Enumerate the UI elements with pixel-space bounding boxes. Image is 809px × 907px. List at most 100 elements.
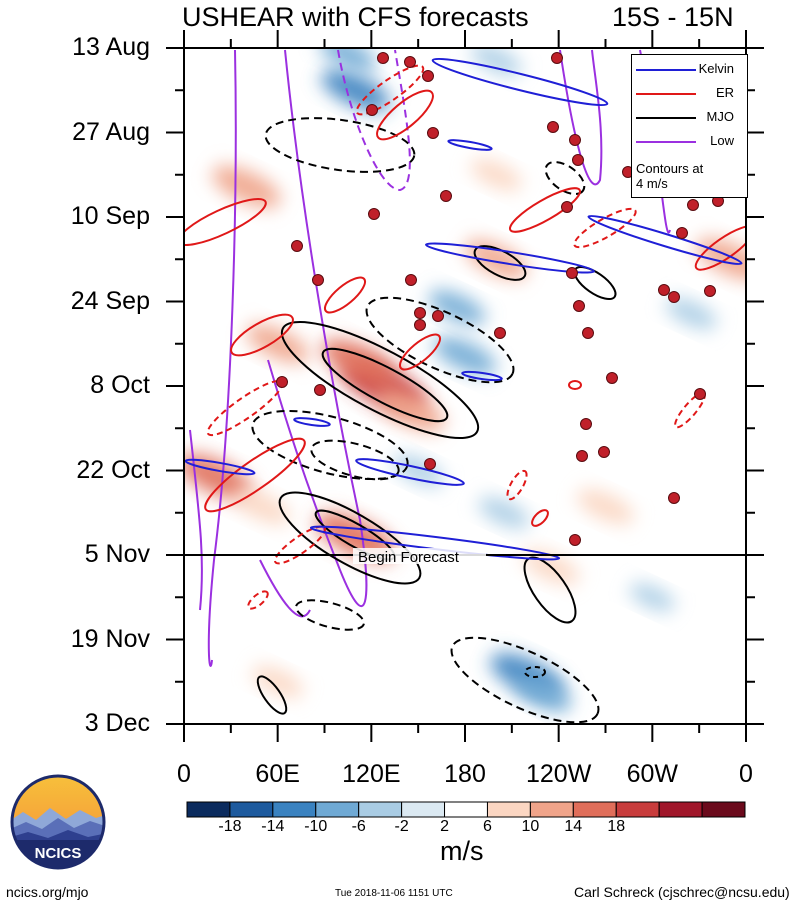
storm-marker	[566, 267, 578, 279]
low-contour	[259, 559, 311, 618]
colorbar-swatch	[358, 801, 403, 818]
mjo-contour	[278, 491, 422, 585]
storm-marker	[658, 284, 670, 296]
chart-subtitle: 15S - 15N	[612, 2, 734, 32]
colorbar-swatch	[272, 801, 317, 818]
logo-text: NCICS	[35, 845, 82, 862]
mjo-contour	[256, 675, 288, 715]
shear-anomaly-blob	[319, 48, 377, 72]
er-contour	[247, 590, 269, 610]
shear-anomaly-blob	[514, 676, 572, 712]
kelvin-contour	[293, 417, 331, 427]
storm-marker	[598, 446, 610, 458]
y-tick-label: 13 Aug	[72, 33, 150, 61]
er-contour	[506, 469, 528, 501]
storm-marker	[582, 327, 594, 339]
shear-anomaly-blob	[629, 583, 675, 612]
y-tick-label: 10 Sep	[70, 202, 150, 230]
shear-anomaly-blob	[212, 165, 281, 208]
storm-marker	[366, 104, 378, 116]
footer-url: ncics.org/mjo	[6, 884, 89, 900]
er-contour	[204, 437, 306, 513]
er-contour	[376, 89, 434, 141]
footer-author: Carl Schreck (cjschrec@ncsu.edu)	[574, 884, 790, 900]
x-tick-label: 120E	[342, 760, 401, 788]
y-tick-label: 5 Nov	[84, 540, 150, 568]
kelvin-contour	[587, 214, 743, 266]
storm-marker	[312, 274, 324, 286]
shear-anomaly-blob	[665, 297, 717, 330]
colorbar-swatch	[401, 801, 446, 818]
kelvin-contour	[184, 458, 256, 476]
storm-marker	[291, 240, 303, 252]
storm-marker	[414, 319, 426, 331]
storm-marker	[404, 56, 416, 68]
low-contour	[207, 49, 237, 667]
legend: Kelvin ER MJO Low Contours at 4 m/s	[631, 54, 748, 198]
er-contour	[355, 64, 425, 116]
shear-anomaly-blob	[470, 48, 522, 76]
mjo-contour	[544, 161, 586, 195]
legend-line-kelvin	[636, 69, 696, 71]
colorbar-unit: m/s	[440, 836, 484, 866]
storm-marker	[314, 384, 326, 396]
low-contour	[337, 49, 411, 192]
storm-marker	[668, 291, 680, 303]
storm-marker	[668, 492, 680, 504]
er-contour	[184, 197, 267, 247]
shear-anomaly-blob	[428, 290, 486, 325]
kelvin-contour	[425, 242, 595, 274]
legend-note: Contours at 4 m/s	[636, 161, 703, 191]
shear-anomaly-blob	[433, 336, 497, 375]
colorbar-swatch	[572, 801, 617, 818]
colorbar-tick-label: -18	[218, 818, 242, 835]
kelvin-contour	[431, 57, 609, 107]
x-tick-label: 120W	[526, 760, 592, 788]
storm-marker	[440, 190, 452, 202]
storm-marker	[606, 372, 618, 384]
storm-marker	[569, 534, 581, 546]
y-tick-label: 19 Nov	[70, 624, 150, 653]
low-contour	[559, 49, 603, 186]
storm-marker	[572, 154, 584, 166]
colorbar-tick-label: -10	[304, 818, 328, 835]
legend-item-kelvin: Kelvin	[636, 61, 744, 77]
x-tick-label: 180	[444, 760, 486, 788]
legend-line-er	[636, 93, 696, 95]
y-tick-label: 8 Oct	[90, 371, 150, 399]
shear-anomaly-blob	[464, 240, 528, 279]
storm-markers	[276, 52, 724, 546]
colorbar-swatch	[701, 801, 746, 818]
shear-anomaly-blob	[392, 454, 444, 487]
legend-label-er: ER	[715, 85, 734, 100]
shear-anomaly-blob	[321, 69, 391, 112]
er-contour	[398, 333, 442, 371]
storm-marker	[414, 307, 426, 319]
x-tick-label: 0	[177, 760, 191, 788]
storm-marker	[427, 127, 439, 139]
colorbar-tick-label: 14	[564, 818, 583, 835]
legend-label-low: Low	[710, 133, 734, 148]
er-contour	[230, 313, 294, 357]
kelvin-contour	[447, 139, 493, 151]
colorbar-swatch	[486, 801, 531, 818]
colorbar-tick-label: 6	[483, 818, 492, 835]
colorbar-swatch	[229, 801, 274, 818]
begin-forecast-label: Begin Forecast	[358, 549, 460, 566]
storm-marker	[494, 327, 506, 339]
mjo-contour	[321, 347, 449, 423]
colorbar-swatch	[529, 801, 574, 818]
storm-marker	[422, 70, 434, 82]
colorbar-swatch	[186, 801, 231, 818]
er-contour	[509, 187, 581, 233]
legend-note-line2: 4 m/s	[636, 176, 668, 191]
storm-marker	[424, 458, 436, 470]
colorbar-swatch	[444, 801, 488, 818]
legend-note-line1: Contours at	[636, 161, 704, 176]
y-tick-label: 22 Oct	[76, 455, 150, 484]
x-tick-label: 60W	[626, 760, 679, 788]
mjo-contour	[365, 296, 515, 384]
legend-label-kelvin: Kelvin	[698, 61, 734, 76]
legend-item-low: Low	[636, 133, 744, 149]
storm-marker	[377, 52, 389, 64]
